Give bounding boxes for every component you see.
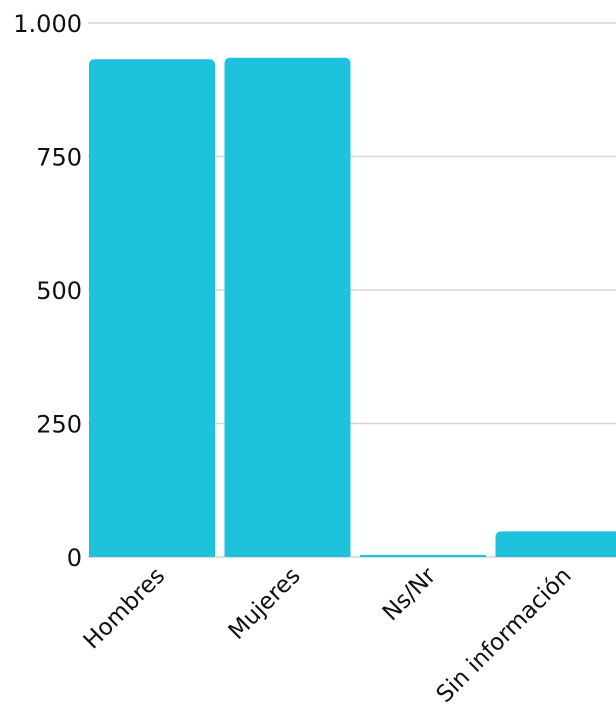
y-tick-label-750: 750 [36,144,82,172]
bar-1 [89,59,215,557]
bar-4 [496,531,616,557]
y-tick-label-250: 250 [36,411,82,439]
x-category-label-3: Ns/Nr [378,562,442,626]
bar-3 [360,555,486,557]
x-category-label-4: Sin información [432,563,577,708]
y-axis-ticks: 0 250 500 750 1.000 [13,10,82,572]
y-tick-label-0: 0 [67,544,82,572]
x-category-label-2: Mujeres [224,563,306,645]
y-tick-label-500: 500 [36,277,82,305]
y-tick-label-1000: 1.000 [13,10,82,38]
bar-layer [89,58,616,557]
bar-2 [225,58,351,557]
x-category-label-1: Hombres [79,563,171,655]
